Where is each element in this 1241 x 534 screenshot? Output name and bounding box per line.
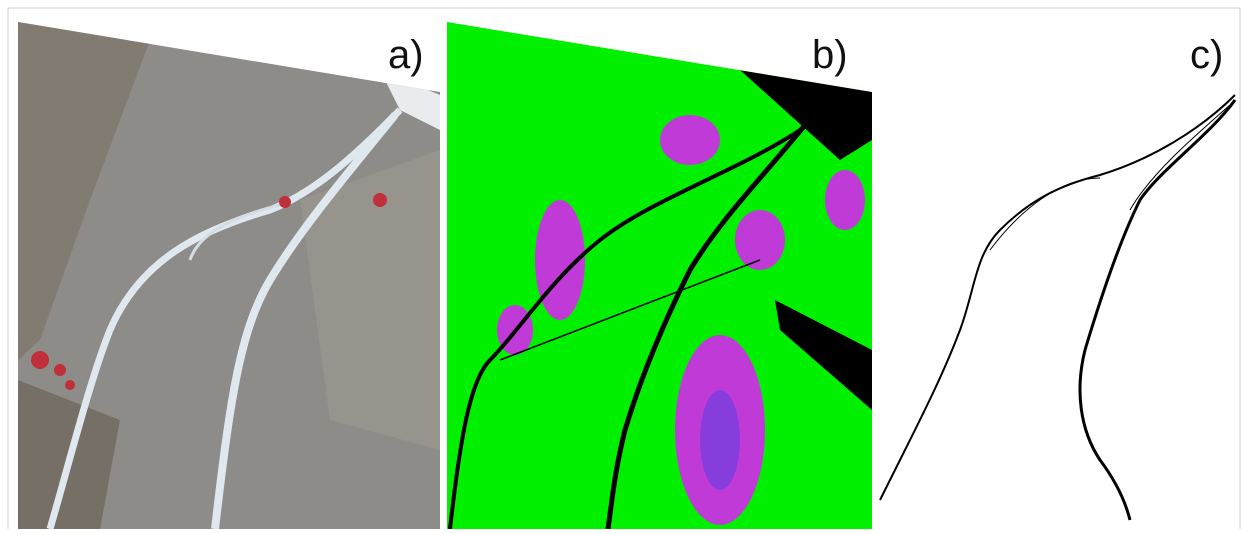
- panel-b-image: [447, 22, 872, 529]
- panel-label: a): [388, 33, 424, 77]
- frame: [7, 7, 1241, 534]
- panel-label: c): [1190, 33, 1223, 77]
- panel-label: b): [812, 33, 848, 77]
- panel-c-image: [879, 94, 1237, 521]
- panel-a-image: [18, 22, 440, 529]
